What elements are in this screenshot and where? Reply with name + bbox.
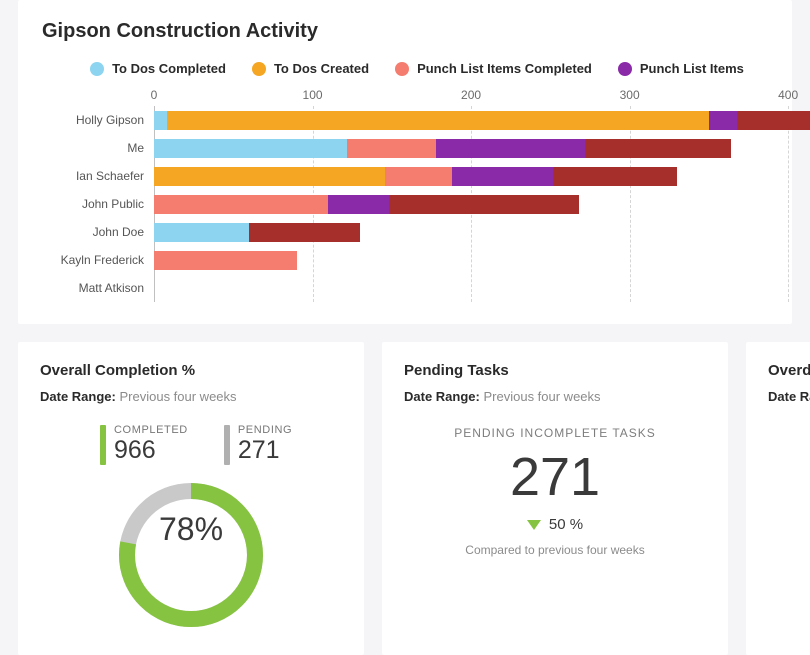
bar-track (154, 223, 792, 242)
donut-percent-text: 78% (111, 449, 271, 609)
bar-track (154, 167, 792, 186)
row-label: John Public (42, 197, 154, 211)
donut-chart: 78% (40, 475, 342, 635)
row-label: Ian Schaefer (42, 169, 154, 183)
pending-label: PENDING (238, 424, 292, 436)
bar-track (154, 251, 792, 270)
overdue-card: Overdue Date Ran (746, 342, 810, 655)
bar-segment[interactable] (154, 223, 249, 242)
pending-change-pct: 50 % (549, 516, 583, 533)
legend-label: Punch List Items Completed (417, 61, 592, 76)
chart-rows: Holly Gipson Me Ian Schaefer John Public Joh… (42, 106, 792, 302)
x-tick-label: 100 (303, 88, 323, 102)
trend-down-icon (527, 520, 541, 530)
activity-legend: To Dos Completed To Dos Created Punch List… (42, 61, 792, 76)
legend-swatch-icon (618, 62, 632, 76)
chart-row: Matt Atkison (42, 274, 792, 302)
legend-item[interactable]: Punch List Items Completed (395, 61, 592, 76)
bar-segment[interactable] (389, 195, 579, 214)
bar-segment[interactable] (585, 139, 731, 158)
bar-track (154, 279, 792, 298)
date-range-label: Date Range: (404, 389, 480, 404)
date-range-label: Date Ran (768, 389, 810, 404)
x-tick-label: 0 (151, 88, 158, 102)
chart-row: Ian Schaefer (42, 162, 792, 190)
bar-segment[interactable] (328, 195, 388, 214)
chart-row: Holly Gipson (42, 106, 792, 134)
bar-segment[interactable] (436, 139, 585, 158)
bar-segment[interactable] (154, 167, 385, 186)
row-label: John Doe (42, 225, 154, 239)
chart-row: Me (42, 134, 792, 162)
legend-label: To Dos Completed (112, 61, 226, 76)
completed-label: COMPLETED (114, 424, 188, 436)
bar-segment[interactable] (385, 167, 452, 186)
bar-segment[interactable] (452, 167, 553, 186)
pending-subtitle: PENDING INCOMPLETE TASKS (404, 426, 706, 440)
overdue-title: Overdue (768, 362, 810, 379)
activity-chart: 0100200300400 Holly GipsonMeIan Schaefer… (42, 88, 792, 302)
chart-row: Kayln Frederick (42, 246, 792, 274)
pending-big-value: 271 (404, 446, 706, 508)
x-tick-label: 300 (620, 88, 640, 102)
pending-tasks-card: Pending Tasks Date Range: Previous four … (382, 342, 728, 655)
bar-segment[interactable] (154, 195, 328, 214)
legend-swatch-icon (395, 62, 409, 76)
overall-date-range: Date Range: Previous four weeks (40, 389, 342, 404)
legend-label: To Dos Created (274, 61, 369, 76)
overall-title: Overall Completion % (40, 362, 342, 379)
chart-row: John Doe (42, 218, 792, 246)
overdue-date-range: Date Ran (768, 389, 810, 404)
x-tick-label: 400 (778, 88, 798, 102)
legend-label: Punch List Items (640, 61, 744, 76)
bar-track (154, 111, 810, 130)
completed-bar-icon (100, 425, 106, 465)
x-axis: 0100200300400 (154, 88, 792, 106)
bar-segment[interactable] (154, 139, 347, 158)
bar-segment[interactable] (737, 111, 810, 130)
row-label: Matt Atkison (42, 281, 154, 295)
row-label: Kayln Frederick (42, 253, 154, 267)
date-range-label: Date Range: (40, 389, 116, 404)
bar-segment[interactable] (249, 223, 360, 242)
bar-segment[interactable] (154, 251, 297, 270)
legend-swatch-icon (90, 62, 104, 76)
activity-card: Gipson Construction Activity To Dos Comp… (18, 0, 792, 324)
bar-segment[interactable] (553, 167, 677, 186)
bar-segment[interactable] (347, 139, 436, 158)
bar-track (154, 139, 792, 158)
metrics-row: Overall Completion % Date Range: Previou… (18, 342, 810, 655)
legend-item[interactable]: Punch List Items (618, 61, 744, 76)
pending-title: Pending Tasks (404, 362, 706, 379)
legend-item[interactable]: To Dos Completed (90, 61, 226, 76)
legend-swatch-icon (252, 62, 266, 76)
pending-change: 50 % (404, 516, 706, 533)
bar-segment[interactable] (167, 111, 709, 130)
overall-completion-card: Overall Completion % Date Range: Previou… (18, 342, 364, 655)
bar-segment[interactable] (154, 111, 167, 130)
x-tick-label: 200 (461, 88, 481, 102)
bar-track (154, 195, 792, 214)
activity-title: Gipson Construction Activity (42, 20, 792, 43)
row-label: Holly Gipson (42, 113, 154, 127)
legend-item[interactable]: To Dos Created (252, 61, 369, 76)
row-label: Me (42, 141, 154, 155)
bar-segment[interactable] (709, 111, 738, 130)
chart-row: John Public (42, 190, 792, 218)
pending-date-range: Date Range: Previous four weeks (404, 389, 706, 404)
pending-compared-text: Compared to previous four weeks (404, 543, 706, 557)
